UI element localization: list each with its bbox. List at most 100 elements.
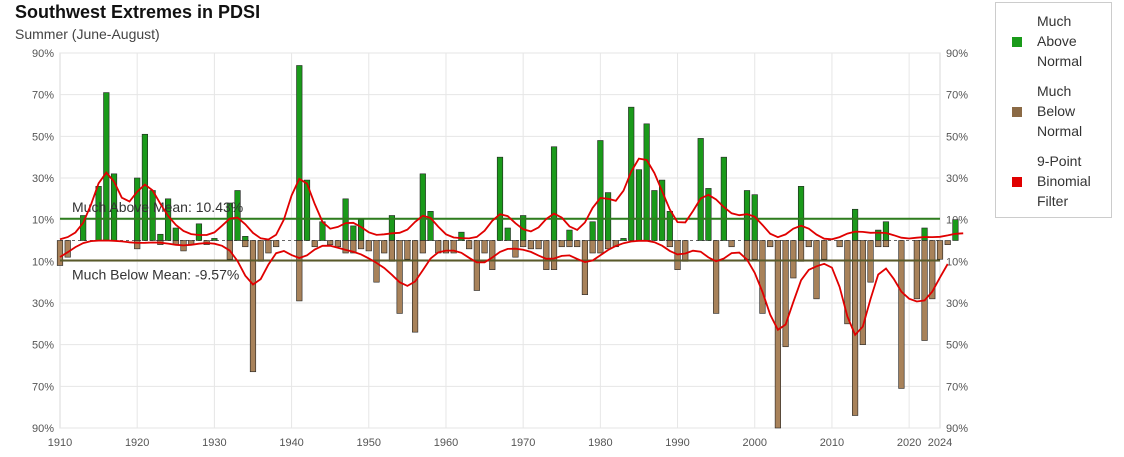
legend-label: Much Below Normal: [1037, 81, 1111, 141]
bar-much-above-1980: [597, 140, 604, 241]
y-tick-label-right: 90%: [946, 423, 968, 435]
bar-much-above-1934: [242, 236, 249, 241]
bar-much-above-1987: [651, 190, 658, 241]
bar-much-below-2021: [913, 240, 920, 300]
legend-label-line: Much: [1037, 13, 1072, 29]
legend-label-line: Filter: [1037, 193, 1069, 209]
bar-much-below-2002: [767, 240, 774, 248]
y-tick-label-right: 50%: [946, 131, 968, 143]
bar-much-above-2026: [952, 219, 959, 241]
bar-much-above-1983: [620, 238, 627, 241]
bar-much-below-1972: [535, 240, 542, 250]
bar-much-below-1964: [473, 240, 480, 291]
y-tick-label-left: 10%: [32, 215, 54, 227]
bar-much-above-1968: [504, 227, 511, 241]
bar-much-above-1933: [234, 190, 241, 241]
bar-much-below-2022: [921, 240, 928, 341]
legend-label-line: Much: [1037, 83, 1072, 99]
bar-much-above-1928: [195, 223, 203, 241]
bar-much-below-2014: [859, 240, 866, 345]
bar-much-below-1995: [713, 240, 720, 314]
y-tick-label-right: 10%: [946, 256, 968, 268]
bar-much-below-1973: [543, 240, 550, 270]
bar-much-above-2017: [882, 221, 890, 241]
legend-swatch: [1012, 177, 1022, 187]
bar-much-above-1974: [550, 146, 558, 241]
bar-much-above-1930: [211, 238, 218, 241]
bar-much-below-1954: [396, 240, 403, 314]
bar-much-below-1977: [574, 240, 581, 248]
bar-much-above-2006: [797, 186, 805, 241]
bar-much-above-1949: [357, 219, 365, 241]
bar-much-below-1970: [520, 240, 527, 248]
y-tick-label-right: 90%: [946, 48, 968, 60]
below-mean-label: Much Below Mean: -9.57%: [72, 266, 239, 282]
bar-much-below-1953: [388, 240, 396, 262]
bar-much-below-1955: [404, 240, 411, 260]
y-tick-label-left: 70%: [32, 90, 54, 102]
y-tick-label-left: 70%: [32, 381, 54, 393]
legend-label-line: Below: [1037, 103, 1076, 119]
bar-much-below-1945: [327, 240, 334, 245]
bar-much-above-1941: [296, 65, 303, 241]
above-mean-label: Much Above Mean: 10.43%: [72, 199, 243, 215]
bar-much-below-1974: [550, 240, 558, 270]
x-tick-label: 1920: [125, 437, 149, 449]
x-tick-label: 1970: [511, 437, 535, 449]
x-tick-label: 1990: [665, 437, 689, 449]
bar-much-below-1943: [311, 240, 318, 248]
bar-much-above-1996: [720, 156, 727, 241]
bar-much-above-1994: [705, 188, 712, 241]
x-tick-label: 2024: [928, 437, 952, 449]
bar-much-below-1975: [558, 240, 565, 248]
y-tick-label-left: 90%: [32, 48, 54, 60]
bar-much-above-1925: [172, 227, 179, 241]
bar-much-below-1950: [365, 240, 372, 252]
x-tick-label: 1980: [588, 437, 612, 449]
y-tick-label-left: 90%: [32, 423, 54, 435]
y-tick-label-right: 30%: [946, 298, 968, 310]
y-tick-label-left: 50%: [32, 131, 54, 143]
legend-swatch: [1012, 37, 1022, 47]
mean-lines: Much Above Mean: 10.43% Much Below Mean: …: [60, 199, 940, 282]
bar-much-below-1997: [728, 240, 735, 248]
y-tick-label-right: 70%: [946, 381, 968, 393]
bar-much-below-1981: [604, 240, 612, 250]
x-tick-label: 2010: [820, 437, 844, 449]
bar-much-below-2005: [790, 240, 797, 279]
bar-much-below-1937: [265, 240, 272, 254]
x-tick-label: 1960: [434, 437, 458, 449]
legend-label: Much Above Normal: [1037, 11, 1111, 71]
bar-much-above-1985: [635, 169, 643, 241]
bar-much-above-1988: [659, 179, 666, 241]
bar-much-below-1941: [296, 240, 303, 302]
bar-much-below-2023: [929, 240, 936, 300]
legend-label-line: 9-Point: [1037, 153, 1082, 169]
bar-much-below-1965: [481, 240, 488, 254]
y-tick-label-right: 30%: [946, 173, 968, 185]
pdsi-chart: 90% 70% 50% 30% 10% 10% 30% 50% 70% 90% 90% 70% 50%…: [32, 48, 968, 449]
bar-much-below-2011: [836, 240, 843, 248]
y-axis-left: 90% 70% 50% 30% 10% 10% 30% 50% 70% 90%: [32, 48, 54, 435]
x-tick-label: 1930: [202, 437, 226, 449]
filter-line-below: [59, 239, 949, 337]
bar-much-below-1946: [334, 240, 341, 248]
filter-line-above: [59, 157, 964, 241]
legend-label: 9-Point Binomial Filter: [1037, 151, 1111, 211]
bar-much-below-2004: [782, 240, 789, 348]
legend-label-line: Normal: [1037, 123, 1083, 139]
x-tick-label: 1910: [48, 437, 72, 449]
bar-much-below-1976: [566, 240, 573, 248]
bar-much-below-1956: [412, 240, 419, 333]
y-tick-label-left: 30%: [32, 298, 54, 310]
bar-much-below-1961: [450, 240, 457, 254]
bar-much-below-2019: [898, 240, 905, 389]
bar-much-below-1971: [527, 240, 534, 250]
bars: [56, 65, 959, 429]
y-tick-label-right: 50%: [946, 340, 968, 352]
bar-much-below-2006: [797, 240, 805, 262]
bar-much-below-1978: [581, 240, 588, 295]
bar-much-below-2000: [751, 240, 758, 260]
bar-much-above-1913: [80, 215, 87, 241]
bar-much-below-1911: [64, 240, 71, 258]
